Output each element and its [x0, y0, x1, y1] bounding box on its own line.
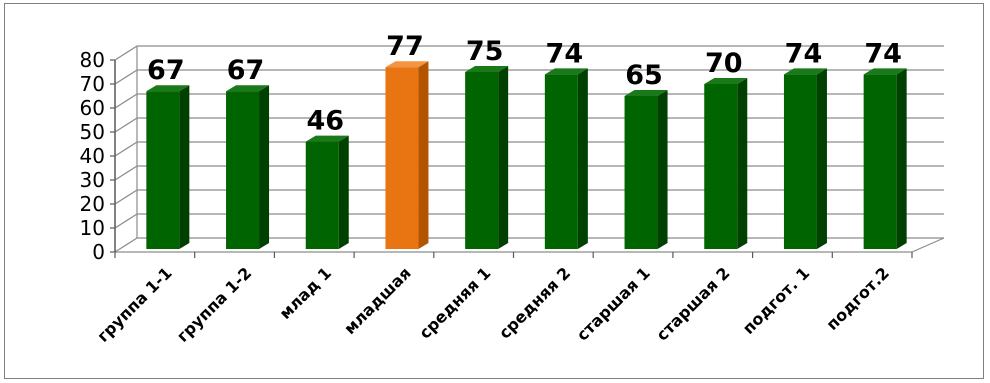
data-label: 75: [466, 36, 504, 67]
gridline-side: [114, 141, 138, 157]
bar-top: [305, 135, 349, 142]
data-label: 77: [386, 31, 424, 62]
data-label: 46: [306, 106, 344, 137]
gridline-side: [114, 93, 138, 109]
gridline-side: [114, 45, 138, 61]
bar: [465, 72, 499, 249]
gridline-side: [114, 117, 138, 133]
gridline-side: [114, 237, 138, 253]
gridline-side: [114, 69, 138, 85]
bar: [704, 84, 738, 249]
bar-side: [657, 90, 668, 249]
bar-side: [338, 135, 349, 249]
data-label: 74: [546, 38, 584, 69]
bar: [863, 74, 897, 250]
data-label: 67: [147, 55, 185, 86]
bar-side: [737, 78, 748, 249]
bar-top: [385, 61, 429, 68]
bar: [624, 96, 658, 249]
x-tick-label: млад 1: [276, 263, 336, 323]
bar: [783, 74, 817, 250]
y-tick-label: 30: [80, 168, 105, 192]
x-tick-label: младшая: [340, 263, 415, 338]
y-tick-label: 70: [80, 72, 105, 96]
y-tick-label: 50: [80, 120, 105, 144]
bar-side: [816, 68, 827, 250]
bar-top: [465, 66, 509, 72]
data-label: 70: [705, 48, 743, 79]
data-label: 65: [625, 60, 663, 91]
y-tick-label: 60: [80, 96, 105, 120]
bar: [305, 141, 339, 249]
gridline-side: [114, 165, 138, 181]
x-tick-label: старшая 2: [652, 263, 733, 344]
bar-top: [624, 90, 668, 96]
x-tick-label: группа 1-2: [173, 263, 255, 345]
x-tick-label: средняя 2: [495, 263, 574, 342]
data-label: 74: [864, 38, 902, 69]
x-tick-label: подгот. 1: [739, 263, 814, 338]
data-label: 67: [227, 55, 265, 86]
bar-side: [577, 68, 588, 250]
gridline-side: [114, 213, 138, 229]
chart-frame: [4, 3, 984, 379]
x-tick-label: старшая 1: [573, 263, 654, 344]
floor-right-edge: [911, 237, 945, 253]
bar: [146, 91, 180, 249]
bar-side: [896, 68, 907, 250]
bar-side: [418, 61, 429, 250]
bar-top: [783, 68, 827, 75]
bar-top: [226, 85, 270, 92]
bar: [226, 91, 260, 249]
bar-side: [498, 66, 509, 249]
x-tick-label: средняя 1: [415, 263, 494, 342]
bar-side: [179, 85, 190, 249]
y-tick-label: 10: [80, 216, 105, 240]
bar-top: [544, 68, 588, 75]
x-tick-label: подгот.2: [822, 263, 893, 334]
y-tick-label: 20: [80, 192, 105, 216]
bar-top: [704, 78, 748, 84]
data-label: 74: [785, 38, 823, 69]
bar: [544, 74, 578, 250]
y-tick-label: 40: [80, 144, 105, 168]
bar-top: [146, 85, 190, 92]
bar-side: [259, 85, 270, 249]
bar-top: [863, 68, 907, 75]
bar: [385, 67, 419, 249]
x-tick-label: группа 1-1: [93, 263, 175, 345]
gridline-side: [114, 189, 138, 205]
y-tick-label: 0: [92, 240, 105, 264]
y-tick-label: 80: [80, 48, 105, 72]
